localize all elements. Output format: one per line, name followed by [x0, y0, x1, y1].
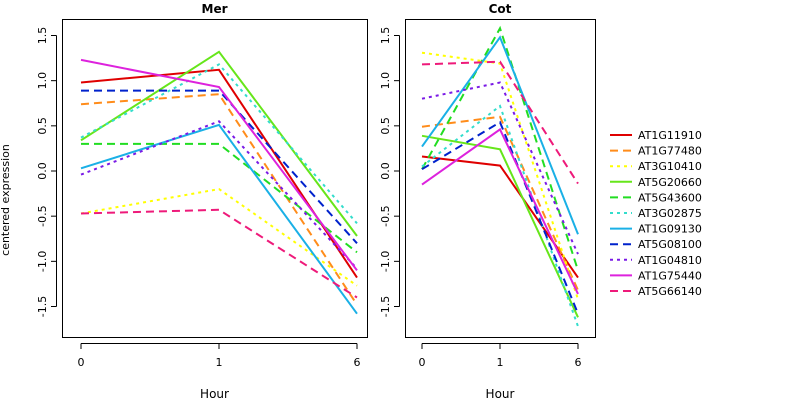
y-tick-label: -1.0: [379, 251, 392, 272]
y-tick-label: -1.0: [36, 251, 49, 272]
x-tick-label: 0: [419, 356, 426, 369]
x-tick-label: 6: [575, 356, 582, 369]
legend-label: AT5G66140: [638, 285, 702, 298]
plot-frame: [62, 19, 368, 338]
x-tick-label: 1: [497, 356, 504, 369]
x-tick-label: 6: [354, 356, 361, 369]
y-tick-label: 1.5: [379, 27, 392, 45]
legend-label: AT1G04810: [638, 254, 702, 267]
y-tick-label: -1.5: [36, 296, 49, 317]
y-tick-label: -0.5: [36, 205, 49, 226]
series-line-at1g75440: [421, 127, 579, 295]
x-tick-label: 0: [78, 356, 85, 369]
legend-label: AT1G77480: [638, 145, 702, 158]
series-line-at5g08100: [421, 120, 579, 315]
series-line-at3g02875: [421, 104, 579, 327]
x-tick-label: 1: [216, 356, 223, 369]
y-axis-label: centered expression: [0, 144, 12, 256]
series-line-at1g04810: [421, 81, 579, 255]
y-tick-label: 1.5: [36, 27, 49, 45]
panel-0: Mer -1.5 -1.0 -0.5 0.0 0.5 1.0 1.5 0 1 6 Hour: [36, 2, 368, 400]
y-tick-label: 1.0: [379, 72, 392, 90]
y-tick-label: 0.5: [379, 117, 392, 135]
x-axis-label: Hour: [200, 387, 229, 400]
legend-label: AT3G02875: [638, 207, 702, 220]
legend-label: AT1G11910: [638, 129, 702, 142]
legend: AT1G11910 AT1G77480 AT3G10410 AT5G20660 AT5G…: [610, 129, 702, 298]
panel-title: Cot: [489, 2, 512, 16]
series-line-at1g75440: [80, 58, 358, 272]
y-tick-label: -1.5: [379, 296, 392, 317]
series-line-at5g20660: [80, 50, 358, 237]
legend-label: AT5G08100: [638, 238, 702, 251]
series-line-at1g77480: [80, 93, 358, 306]
legend-label: AT1G75440: [638, 269, 702, 282]
y-tick-label: 0.0: [36, 162, 49, 180]
series-line-at1g09130: [421, 35, 579, 235]
legend-label: AT5G20660: [638, 176, 702, 189]
y-tick-label: 1.0: [36, 72, 49, 90]
legend-label: AT3G10410: [638, 160, 702, 173]
series-line-at5g08100: [81, 89, 358, 244]
series-line-at5g66140: [80, 208, 358, 299]
legend-label: AT1G09130: [638, 223, 702, 236]
panel-1: Cot -1.5 -1.0 -0.5 0.0 0.5 1.0 1.5 0 1 6 Hour: [379, 2, 596, 400]
y-tick-label: 0.0: [379, 162, 392, 180]
y-tick-label: 0.5: [36, 117, 49, 135]
series-line-at5g66140: [421, 60, 579, 185]
panel-title: Mer: [202, 2, 228, 16]
series-line-at5g43600: [421, 25, 579, 271]
series-line-at1g09130: [80, 123, 358, 315]
y-tick-label: -0.5: [379, 205, 392, 226]
series-line-at5g20660: [421, 134, 579, 318]
series-line-at3g02875: [80, 63, 358, 225]
series-line-at3g10410: [80, 188, 358, 287]
x-axis-label: Hour: [486, 387, 515, 400]
series-line-at5g43600: [81, 142, 358, 254]
plot-frame: [405, 19, 596, 338]
legend-label: AT5G43600: [638, 191, 702, 204]
series-line-at1g04810: [80, 120, 358, 270]
